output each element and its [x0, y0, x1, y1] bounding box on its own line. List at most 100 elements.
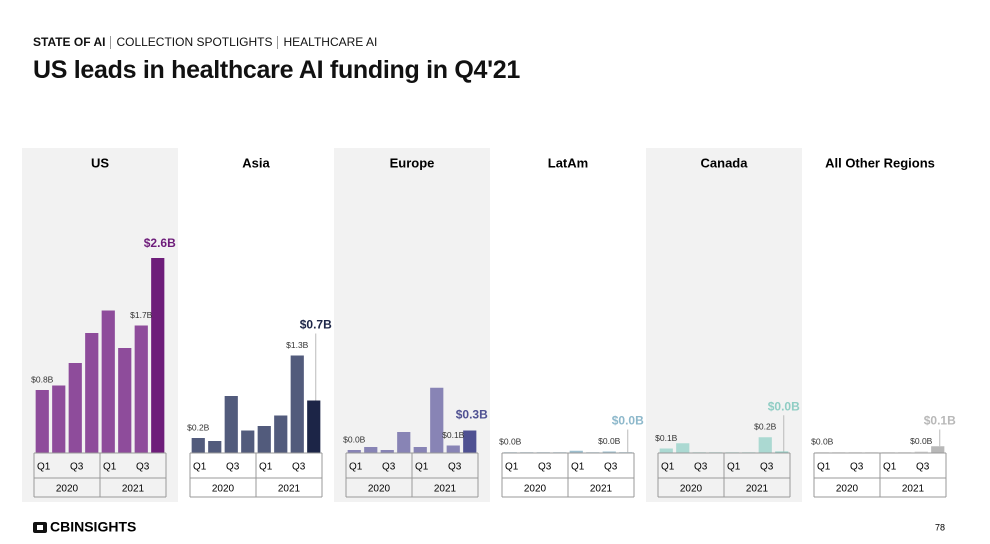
x-tick-label: Q1 — [661, 462, 675, 473]
data-label-highlight: $0.3B — [456, 408, 488, 422]
bar — [274, 415, 288, 453]
bar — [151, 258, 165, 453]
bar — [85, 333, 99, 453]
panel-title: US — [91, 155, 109, 170]
data-label: $0.0B — [910, 436, 933, 446]
logo: CBINSIGHTS — [50, 519, 136, 535]
breadcrumb-item: STATE OF AI — [33, 35, 106, 49]
x-tick-label: Q1 — [103, 462, 117, 473]
group-label: 2021 — [902, 484, 925, 495]
page-number: 78 — [935, 522, 945, 532]
x-tick-label: Q3 — [226, 462, 240, 473]
x-tick-label: Q1 — [193, 462, 207, 473]
data-label: $0.0B — [343, 434, 366, 444]
data-label: $0.2B — [754, 422, 777, 432]
group-label: 2020 — [836, 484, 859, 495]
bar — [347, 450, 361, 453]
group-label: 2021 — [590, 484, 613, 495]
x-tick-label: Q3 — [70, 462, 84, 473]
panel: All Other Regions Q1 Q3 Q1 Q3 $0.0B $0.0B $0.1B… — [811, 155, 956, 498]
data-label: $0.8B — [31, 374, 54, 384]
x-tick-label: Q1 — [817, 462, 831, 473]
bar — [257, 426, 271, 453]
bar — [659, 448, 673, 453]
x-tick-label: Q3 — [382, 462, 396, 473]
group-label: 2021 — [746, 484, 769, 495]
bar — [35, 390, 49, 453]
x-tick-label: Q1 — [727, 462, 741, 473]
bar — [602, 451, 616, 453]
group-label: 2020 — [680, 484, 703, 495]
x-tick-label: Q3 — [604, 462, 618, 473]
data-label: $1.3B — [286, 340, 309, 350]
x-tick-label: Q3 — [448, 462, 462, 473]
bar — [758, 437, 772, 453]
bar — [931, 446, 945, 453]
x-tick-label: Q3 — [850, 462, 864, 473]
x-tick-label: Q3 — [760, 462, 774, 473]
panel-title: Europe — [390, 155, 435, 170]
bar — [224, 396, 238, 453]
bar — [290, 355, 304, 453]
panel: Europe Q1 Q3 Q1 Q3 $0.0B $0.1B $0.3B 2020 2021 — [334, 148, 490, 502]
bar — [101, 310, 115, 453]
data-label: $0.0B — [598, 436, 621, 446]
bar — [208, 441, 222, 453]
logo-icon — [33, 522, 47, 533]
data-label: $0.2B — [187, 422, 210, 432]
bar — [241, 430, 255, 453]
data-label: $0.0B — [811, 437, 834, 447]
data-label: $0.0B — [499, 437, 522, 447]
data-label-highlight: $0.0B — [612, 414, 644, 428]
data-label-highlight: $2.6B — [144, 236, 176, 250]
bar — [191, 438, 205, 453]
x-tick-label: Q1 — [883, 462, 897, 473]
bar — [413, 447, 427, 453]
group-label: 2020 — [212, 484, 235, 495]
bar — [775, 451, 789, 453]
group-label: 2021 — [434, 484, 457, 495]
bar — [463, 430, 477, 453]
panel-background — [646, 148, 802, 502]
x-tick-label: Q3 — [136, 462, 150, 473]
bar — [364, 447, 378, 453]
group-label: 2021 — [278, 484, 301, 495]
x-tick-label: Q1 — [571, 462, 585, 473]
x-tick-label: Q1 — [505, 462, 519, 473]
bar — [569, 450, 583, 453]
breadcrumb-item: HEALTHCARE AI — [277, 36, 382, 49]
data-label-highlight: $0.7B — [300, 318, 332, 332]
bar — [914, 451, 928, 453]
bar — [397, 432, 411, 453]
bar — [676, 443, 690, 453]
panel-title: Asia — [242, 155, 270, 170]
group-label: 2020 — [368, 484, 391, 495]
bar — [68, 363, 82, 453]
breadcrumb-item: COLLECTION SPOTLIGHTS — [110, 36, 277, 49]
x-tick-label: Q1 — [349, 462, 363, 473]
bar — [380, 450, 394, 453]
x-tick-label: Q1 — [259, 462, 273, 473]
panel: Asia Q1 Q3 Q1 Q3 $0.2B $1.3B $0.7B 2020 2021 — [187, 155, 332, 498]
data-label: $0.1B — [442, 430, 465, 440]
x-tick-label: Q3 — [916, 462, 930, 473]
bar — [118, 348, 132, 453]
bar — [52, 385, 66, 453]
data-label: $1.7B — [130, 310, 153, 320]
data-label-highlight: $0.1B — [924, 414, 956, 428]
panel-title: Canada — [701, 155, 749, 170]
bar — [307, 400, 321, 453]
group-label: 2020 — [524, 484, 547, 495]
x-tick-label: Q1 — [37, 462, 51, 473]
bar — [430, 387, 444, 453]
bar — [446, 445, 460, 453]
x-tick-label: Q3 — [292, 462, 306, 473]
x-tick-label: Q3 — [694, 462, 708, 473]
panel: LatAm Q1 Q3 Q1 Q3 $0.0B $0.0B $0.0B 2020 2021 — [499, 155, 644, 498]
x-tick-label: Q3 — [538, 462, 552, 473]
panel: US Q1 Q3 Q1 Q3 $0.8B $1.7B $2.6B 2020 2021 — [22, 148, 178, 502]
page-title: US leads in healthcare AI funding in Q4'… — [33, 56, 520, 84]
data-label: $0.1B — [655, 433, 678, 443]
